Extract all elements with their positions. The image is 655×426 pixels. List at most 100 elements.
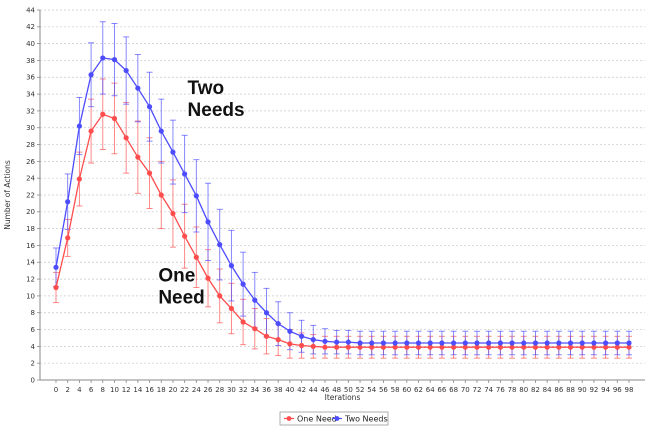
- x-tick-label: 12: [122, 386, 131, 394]
- data-point-one-need: [228, 305, 235, 312]
- data-point-one-need: [603, 344, 609, 350]
- x-tick-label: 2: [65, 386, 69, 394]
- data-point-two-needs: [275, 321, 281, 327]
- x-tick-label: 52: [356, 386, 365, 394]
- data-point-one-need: [532, 344, 539, 350]
- data-point-one-need: [591, 344, 597, 350]
- x-tick-label: 98: [625, 386, 634, 394]
- legend-marker-one-need: [286, 416, 292, 421]
- data-point-one-need: [345, 344, 351, 350]
- data-point-two-needs: [603, 340, 609, 346]
- data-point-two-needs: [111, 57, 118, 63]
- y-tick-label: 34: [26, 90, 35, 98]
- x-tick-label: 68: [449, 386, 458, 394]
- x-tick-label: 86: [554, 386, 563, 394]
- data-point-one-need: [170, 210, 176, 217]
- legend-marker-two-needs: [334, 416, 340, 421]
- annotation-one-need-line-2: Need: [158, 288, 204, 309]
- data-point-two-needs: [556, 340, 562, 346]
- x-tick-label: 26: [204, 386, 213, 394]
- data-point-two-needs: [462, 340, 468, 346]
- annotation-two-needs: Two Needs: [188, 78, 245, 121]
- data-point-one-need: [275, 337, 281, 343]
- y-tick-label: 18: [26, 225, 35, 233]
- x-tick-label: 74: [484, 386, 493, 394]
- data-point-one-need: [614, 344, 620, 350]
- x-tick-label: 38: [274, 386, 283, 394]
- data-point-one-need: [579, 344, 585, 350]
- data-point-two-needs: [521, 340, 527, 346]
- data-point-one-need: [404, 344, 410, 350]
- data-point-two-needs: [567, 340, 574, 346]
- data-point-one-need: [88, 128, 94, 134]
- x-tick-label: 30: [227, 386, 236, 394]
- x-tick-label: 76: [496, 386, 505, 394]
- data-point-one-need: [392, 344, 398, 350]
- x-tick-label: 88: [566, 386, 575, 394]
- data-point-two-needs: [322, 338, 328, 344]
- x-tick-label: 44: [309, 386, 318, 394]
- x-tick-label: 36: [262, 386, 271, 394]
- y-axis-label: Number of Actions: [3, 160, 12, 230]
- data-point-one-need: [509, 344, 515, 350]
- x-tick-label: 94: [601, 386, 610, 394]
- axes: [37, 9, 645, 383]
- data-point-one-need: [357, 344, 363, 350]
- legend-label-two-needs: Two Needs: [344, 415, 388, 424]
- data-point-two-needs: [123, 67, 129, 74]
- x-tick-label: 66: [437, 386, 446, 394]
- data-point-one-need: [193, 254, 199, 260]
- y-tick-label: 22: [26, 191, 35, 199]
- data-point-one-need: [205, 275, 211, 281]
- x-tick-label: 96: [613, 386, 622, 394]
- data-point-one-need: [158, 192, 164, 198]
- data-point-one-need: [310, 343, 316, 349]
- x-tick-label: 40: [285, 386, 294, 394]
- data-point-two-needs: [334, 339, 340, 345]
- annotation-one-need-line-1: One: [158, 266, 195, 287]
- y-tick-label: 36: [26, 74, 35, 82]
- data-point-two-needs: [591, 340, 597, 346]
- data-point-one-need: [146, 170, 153, 176]
- data-point-two-needs: [76, 123, 82, 129]
- x-tick-label: 18: [157, 386, 166, 394]
- x-tick-label: 14: [133, 386, 142, 394]
- annotation-one-need: One Need: [158, 266, 204, 309]
- data-point-one-need: [556, 344, 562, 350]
- data-point-one-need: [497, 344, 503, 350]
- y-tick-label: 28: [26, 141, 35, 149]
- x-tick-label: 58: [391, 386, 400, 394]
- data-point-one-need: [544, 344, 550, 350]
- data-point-two-needs: [287, 328, 293, 334]
- data-point-one-need: [182, 233, 188, 239]
- x-tick-label: 10: [110, 386, 119, 394]
- x-tick-label: 92: [589, 386, 598, 394]
- series-line-two-needs: [55, 57, 629, 344]
- x-tick-label: 22: [180, 386, 189, 394]
- y-tick-label: 12: [26, 275, 35, 283]
- data-point-two-needs: [100, 55, 106, 61]
- data-point-one-need: [567, 344, 574, 350]
- data-point-two-needs: [579, 340, 585, 346]
- data-point-one-need: [76, 176, 82, 182]
- data-point-two-needs: [263, 310, 270, 316]
- data-point-two-needs: [439, 340, 445, 346]
- data-point-two-needs: [158, 128, 164, 134]
- x-tick-label: 64: [426, 386, 435, 394]
- x-tick-label: 24: [192, 386, 201, 394]
- data-point-one-need: [100, 111, 106, 117]
- data-point-two-needs: [450, 340, 457, 346]
- y-tick-label: 14: [26, 259, 35, 267]
- annotation-two-needs-line-2: Needs: [188, 100, 245, 121]
- data-point-one-need: [240, 319, 246, 325]
- x-tick-label: 34: [250, 386, 259, 394]
- data-point-two-needs: [509, 340, 515, 346]
- y-tick-label: 16: [26, 242, 35, 250]
- data-point-one-need: [123, 135, 129, 141]
- x-tick-label: 20: [168, 386, 177, 394]
- data-point-two-needs: [65, 199, 71, 205]
- annotation-two-needs-line-1: Two: [188, 78, 225, 99]
- x-tick-label: 4: [77, 386, 82, 394]
- data-point-one-need: [334, 344, 340, 350]
